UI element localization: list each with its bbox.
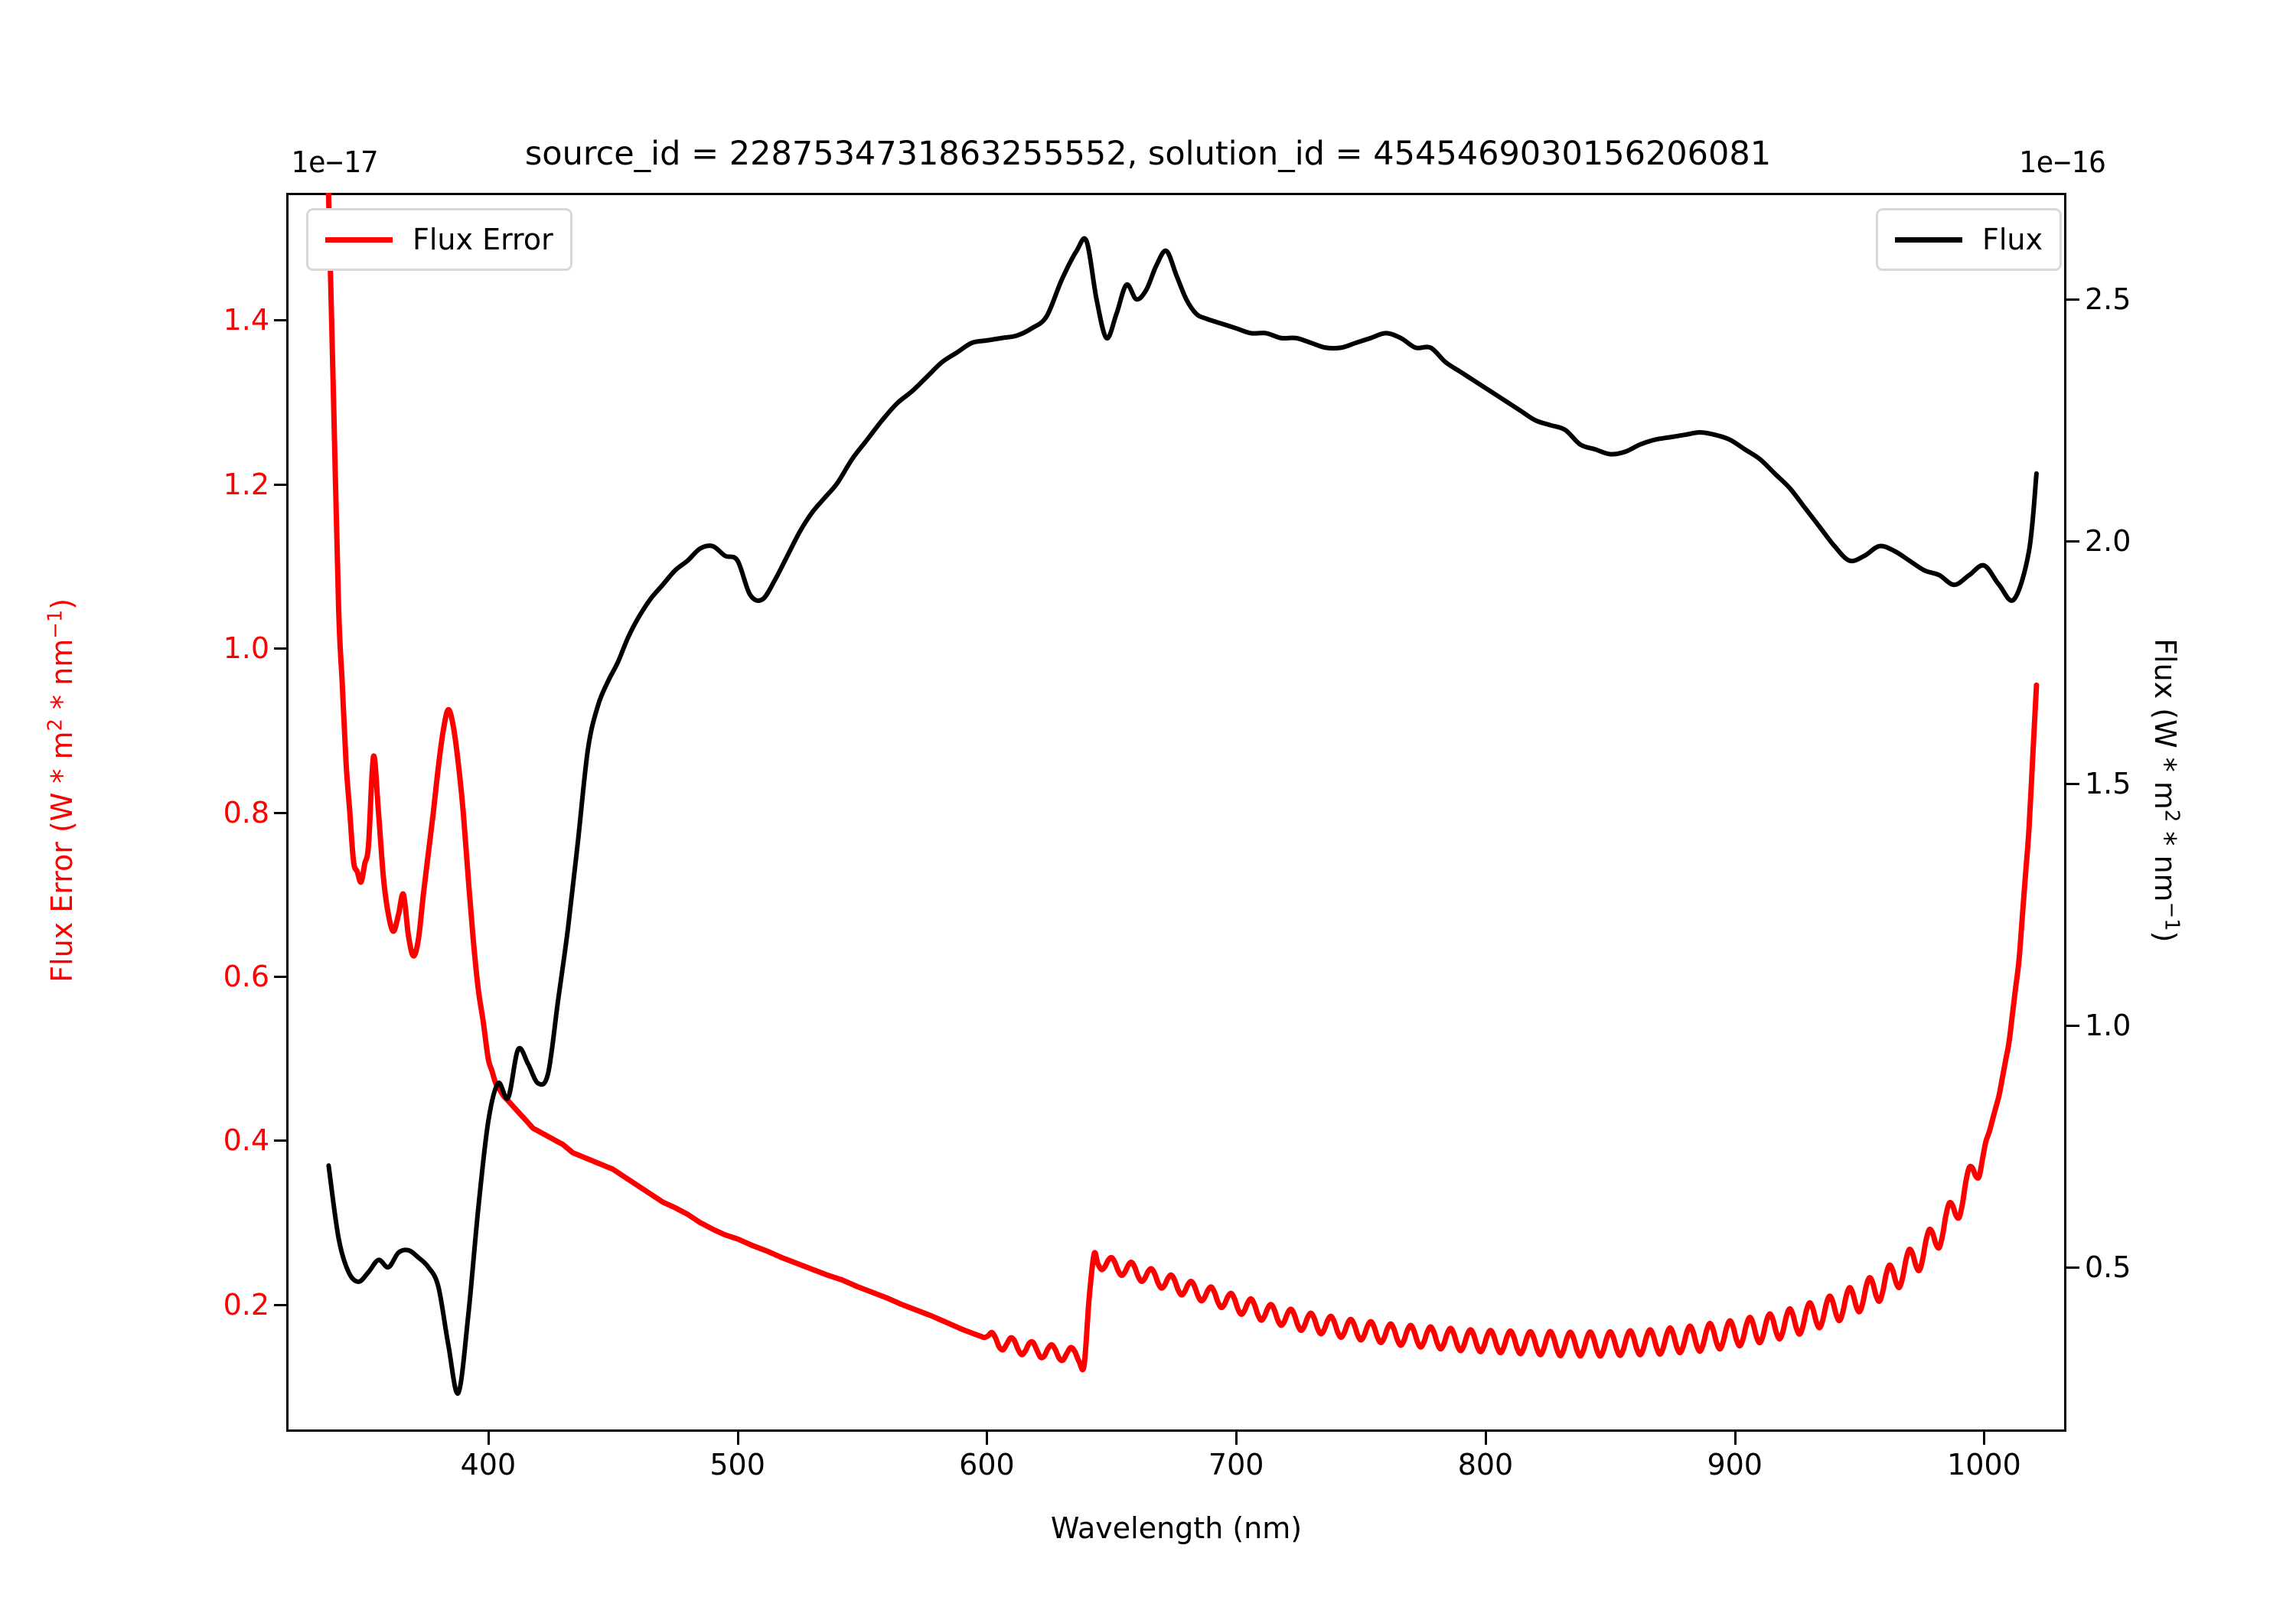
right-axis-tick-mark	[2066, 782, 2079, 785]
x-axis-tick-mark	[736, 1432, 739, 1445]
series-flux	[326, 236, 2039, 1396]
left-axis-tick-mark	[274, 1303, 287, 1306]
x-axis-tick-label: 1000	[1947, 1448, 2021, 1482]
legend-swatch-flux	[1895, 236, 1962, 243]
right-axis-label-text: Flux (W * m2 * nm−1)	[2148, 638, 2183, 943]
left-axis-tick-label: 0.2	[223, 1287, 269, 1322]
x-axis-tick-label: 800	[1457, 1448, 1514, 1482]
right-axis-tick-label: 2.0	[2085, 524, 2131, 559]
x-axis-label: Wavelength (nm)	[1050, 1511, 1303, 1545]
left-axis-tick-mark	[274, 1139, 287, 1143]
x-axis-tick-mark	[1235, 1432, 1238, 1445]
left-axis-offset-text: 1e−17	[291, 145, 379, 179]
left-axis-tick-label: 0.8	[223, 795, 269, 830]
legend-label-flux-error: Flux Error	[413, 223, 553, 256]
right-axis-tick-mark	[2066, 1024, 2079, 1027]
x-axis-tick-mark	[487, 1432, 490, 1445]
right-axis-offset-text: 1e−16	[2018, 145, 2106, 179]
plot-canvas	[325, 193, 2040, 1396]
x-axis-tick-label: 400	[460, 1448, 517, 1482]
left-axis-tick-label: 1.0	[223, 631, 269, 666]
left-axis-tick-mark	[274, 319, 287, 322]
left-axis-tick-mark	[274, 975, 287, 978]
right-axis-tick-mark	[2066, 298, 2079, 302]
x-axis-tick-label: 900	[1707, 1448, 1763, 1482]
x-axis-tick-mark	[1983, 1432, 1986, 1445]
legend-swatch-flux-error	[325, 236, 393, 243]
x-axis-tick-label: 500	[709, 1448, 765, 1482]
right-axis-tick-label: 0.5	[2085, 1250, 2131, 1284]
flux-line	[326, 236, 2039, 1396]
right-axis-label: Flux (W * m2 * nm−1)	[2148, 408, 2183, 1173]
right-axis-tick-mark	[2066, 540, 2079, 543]
left-axis-tick-mark	[274, 811, 287, 814]
right-axis-tick-mark	[2066, 1266, 2079, 1269]
x-axis-tick-label: 600	[959, 1448, 1015, 1482]
left-axis-label: Flux Error (W * m2 * nm−1)	[44, 408, 79, 1173]
x-axis-tick-label: 700	[1208, 1448, 1264, 1482]
x-axis-tick-mark	[986, 1432, 989, 1445]
right-axis-tick-label: 1.5	[2085, 766, 2131, 800]
left-axis-tick-mark	[274, 647, 287, 650]
legend-flux-error[interactable]: Flux Error	[306, 208, 572, 271]
left-axis-label-text: Flux Error (W * m2 * nm−1)	[44, 598, 79, 983]
page-title: source_id = 2287534731863255552, solutio…	[524, 135, 1772, 173]
left-axis-tick-label: 0.6	[223, 959, 269, 993]
right-axis-tick-label: 2.5	[2085, 282, 2131, 317]
left-axis-tick-label: 1.4	[223, 303, 269, 337]
left-axis-tick-label: 1.2	[223, 467, 269, 501]
x-axis-tick-mark	[1484, 1432, 1487, 1445]
legend-label-flux: Flux	[1982, 223, 2043, 256]
series-flux-error	[325, 193, 2040, 1373]
left-axis-tick-label: 0.4	[223, 1123, 269, 1158]
x-axis-tick-mark	[1733, 1432, 1737, 1445]
flux-error-line	[325, 193, 2040, 1373]
right-axis-tick-label: 1.0	[2085, 1008, 2131, 1042]
legend-flux[interactable]: Flux	[1876, 208, 2062, 271]
left-axis-tick-mark	[274, 483, 287, 486]
